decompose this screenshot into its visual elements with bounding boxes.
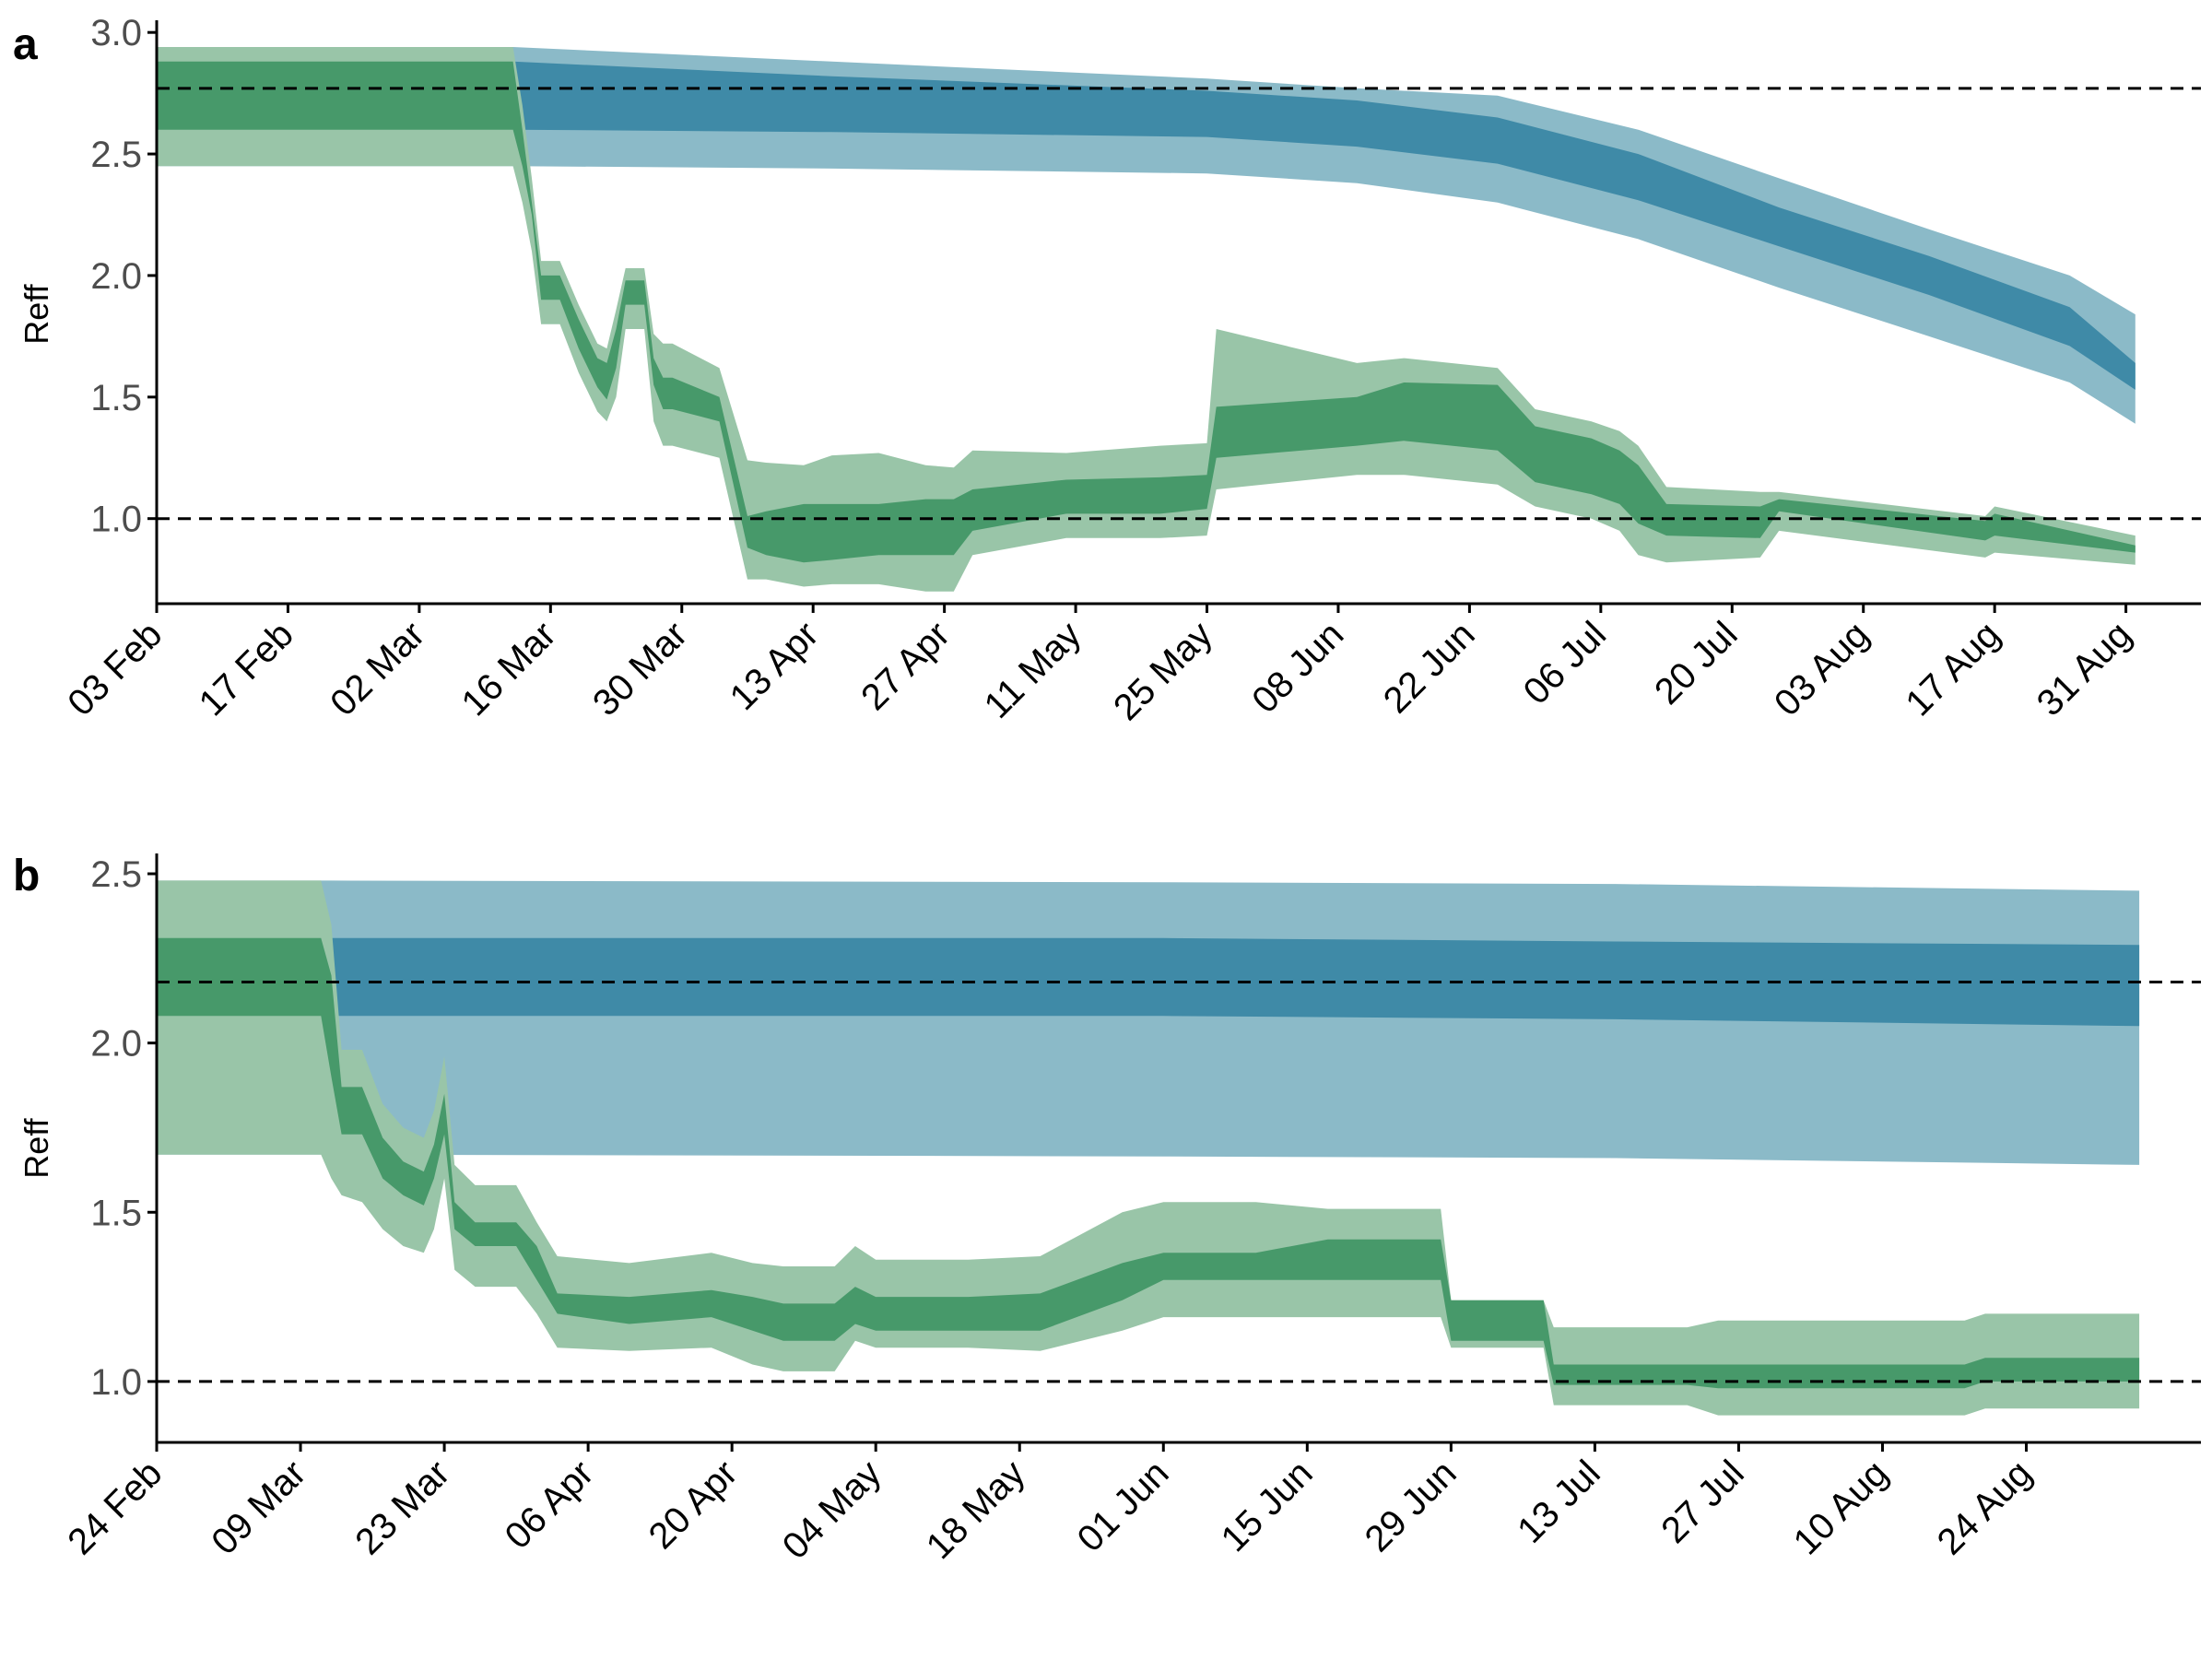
y-tick-label-a-1: 1.5 [90, 378, 142, 418]
reference-lines-b [157, 981, 2201, 1383]
y-tick-label-b-3: 2.5 [90, 854, 142, 895]
axes-b [155, 853, 2201, 1444]
y-axis-title-a: Reff [18, 283, 55, 344]
y-tick-label-a-0: 1.0 [90, 500, 142, 540]
y-tick-label-b-2: 2.0 [90, 1024, 142, 1065]
y-tick-label-a-3: 2.5 [90, 135, 142, 175]
y-tick-label-a-2: 2.0 [90, 256, 142, 297]
reference-lines-a [157, 87, 2201, 521]
y-ticks-a: 1.0 1.5 2.0 2.5 3.0 [90, 13, 157, 540]
y-tick-label-b-1: 1.5 [90, 1193, 142, 1233]
y-tick-label-a-4: 3.0 [90, 13, 142, 53]
blue-inner-band-b [157, 937, 2140, 1027]
bands-b [157, 880, 2140, 1416]
y-axis-title-b: Reff [18, 1117, 55, 1178]
blue-outer-band-a [157, 47, 2136, 424]
bands-a [157, 47, 2136, 592]
y-ticks-b: 1.0 1.5 2.0 2.5 [90, 854, 157, 1403]
panel-label-a: a [13, 20, 38, 69]
green-inner-band-a [157, 61, 2136, 563]
blue-outer-band-b [157, 880, 2140, 1165]
y-tick-label-b-0: 1.0 [90, 1362, 142, 1403]
green-outer-band-b [157, 880, 2140, 1416]
axes-a [155, 20, 2201, 606]
green-outer-band-a [157, 47, 2136, 592]
panel-label-b: b [13, 852, 40, 900]
